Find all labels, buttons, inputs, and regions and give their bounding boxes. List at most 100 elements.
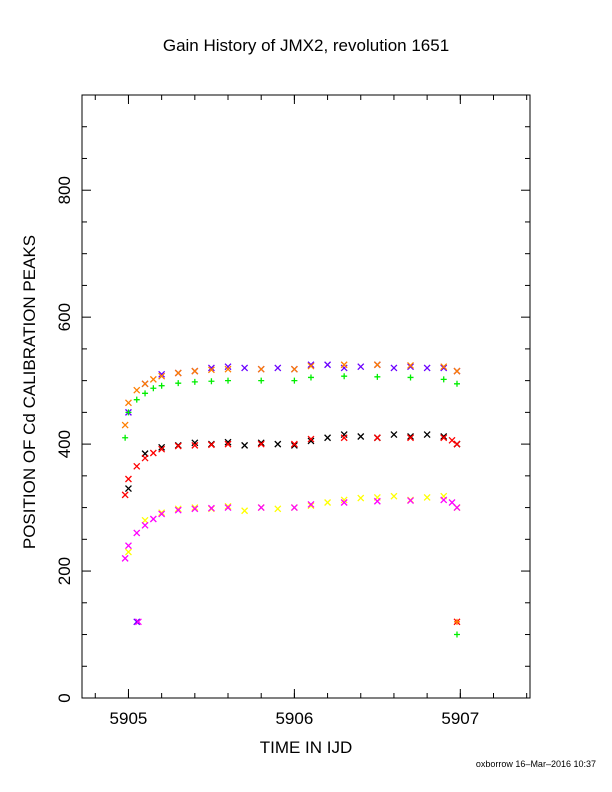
series-3-point bbox=[290, 441, 298, 449]
series-5-point bbox=[191, 504, 199, 512]
series-4-point bbox=[453, 440, 461, 448]
series-5-point bbox=[174, 505, 182, 513]
series-4-point bbox=[149, 449, 157, 457]
series-1-point bbox=[158, 382, 165, 389]
x-tick-label: 5905 bbox=[110, 709, 148, 728]
series-1-point bbox=[307, 374, 314, 381]
series-2-point bbox=[407, 361, 414, 369]
outlier-point bbox=[133, 618, 141, 626]
series-6-point bbox=[448, 499, 456, 506]
series-0-point bbox=[307, 361, 315, 369]
series-2-point bbox=[124, 399, 132, 407]
series-4-point bbox=[290, 440, 298, 448]
series-3-point bbox=[340, 431, 348, 439]
series-4-point bbox=[124, 475, 132, 483]
series-2-point bbox=[340, 361, 348, 369]
series-1-point bbox=[150, 385, 157, 392]
series-0-point bbox=[440, 364, 448, 372]
series-6-point bbox=[407, 497, 414, 505]
y-axis-label: POSITION OF Cd CALIBRATION PEAKS bbox=[20, 234, 39, 550]
series-3-point bbox=[407, 433, 414, 440]
series-4-point bbox=[207, 441, 215, 449]
series-1-point bbox=[191, 378, 198, 385]
series-2-point bbox=[191, 367, 199, 375]
outlier-point bbox=[453, 618, 460, 625]
series-2-point bbox=[257, 365, 265, 373]
series-4-point bbox=[257, 440, 265, 448]
series-1-point bbox=[291, 377, 298, 384]
series-3-point bbox=[191, 439, 199, 447]
series-0-point bbox=[158, 370, 166, 378]
series-3-point bbox=[158, 443, 166, 451]
series-2-point bbox=[290, 365, 298, 373]
series-6-point bbox=[224, 504, 232, 512]
series-6-point bbox=[440, 496, 448, 504]
series-1-point bbox=[374, 373, 381, 380]
series-4-point bbox=[440, 434, 448, 442]
x-tick-label: 5906 bbox=[275, 709, 313, 728]
series-1-point bbox=[440, 376, 447, 383]
series-3-point bbox=[241, 441, 249, 449]
series-6-point bbox=[290, 504, 298, 512]
series-2-point bbox=[373, 361, 381, 369]
plot-frame bbox=[81, 94, 531, 699]
series-4-point bbox=[174, 442, 182, 450]
series-5-point bbox=[423, 493, 431, 501]
y-tick-label: 0 bbox=[55, 693, 74, 702]
series-6-point bbox=[121, 554, 129, 562]
y-tick-label: 600 bbox=[55, 303, 74, 331]
y-tick-label: 800 bbox=[55, 176, 74, 204]
series-6-point bbox=[340, 499, 348, 506]
series-6-point bbox=[191, 505, 199, 513]
series-2-point bbox=[149, 375, 157, 383]
x-tick-label: 5907 bbox=[441, 709, 479, 728]
series-4-point bbox=[448, 436, 456, 444]
series-3-point bbox=[257, 439, 265, 447]
series-4-point bbox=[373, 434, 381, 442]
series-5-point bbox=[324, 499, 332, 506]
series-1-point bbox=[142, 390, 149, 397]
series-5-point bbox=[357, 494, 365, 502]
series-4-point bbox=[133, 462, 141, 470]
series-2-point bbox=[174, 369, 182, 377]
x-axis-label: TIME IN IJD bbox=[259, 738, 353, 757]
series-5-point bbox=[274, 505, 282, 513]
series-0-point bbox=[224, 363, 232, 371]
series-4-point bbox=[307, 435, 315, 443]
series-2-point bbox=[440, 363, 448, 371]
series-4-point bbox=[158, 445, 166, 453]
series-0-point bbox=[241, 364, 249, 372]
series-6-point bbox=[124, 542, 132, 550]
series-3-point bbox=[357, 433, 365, 440]
series-3-point bbox=[390, 431, 398, 439]
series-0-point bbox=[357, 363, 365, 371]
outlier-point bbox=[134, 618, 142, 626]
series-5-point bbox=[124, 548, 132, 556]
series-3-point bbox=[224, 438, 232, 446]
series-1-point bbox=[125, 409, 132, 416]
series-4-point bbox=[121, 491, 129, 499]
series-5-point bbox=[307, 502, 315, 510]
series-3-point bbox=[423, 431, 431, 439]
series-6-point bbox=[257, 504, 265, 512]
series-0-point bbox=[324, 361, 332, 369]
series-1-point bbox=[258, 377, 265, 384]
y-tick-label: 400 bbox=[55, 430, 74, 458]
series-0-point bbox=[274, 364, 282, 372]
series-1-point bbox=[341, 373, 348, 380]
series-5-point bbox=[241, 507, 249, 515]
series-6-point bbox=[307, 500, 315, 508]
footer-credit: oxborrow 16–Mar–2016 10:37 bbox=[475, 759, 596, 769]
series-3-point bbox=[440, 433, 448, 440]
series-6-point bbox=[158, 510, 166, 518]
series-1-point bbox=[133, 396, 140, 403]
y-tick-label: 200 bbox=[55, 557, 74, 585]
series-3-point bbox=[324, 434, 332, 442]
series-6-point bbox=[207, 504, 215, 512]
series-0-point bbox=[340, 364, 348, 372]
series-1-point bbox=[225, 377, 232, 384]
series-2-point bbox=[158, 372, 166, 380]
series-2-point bbox=[133, 386, 141, 394]
series-1-point bbox=[453, 380, 460, 387]
